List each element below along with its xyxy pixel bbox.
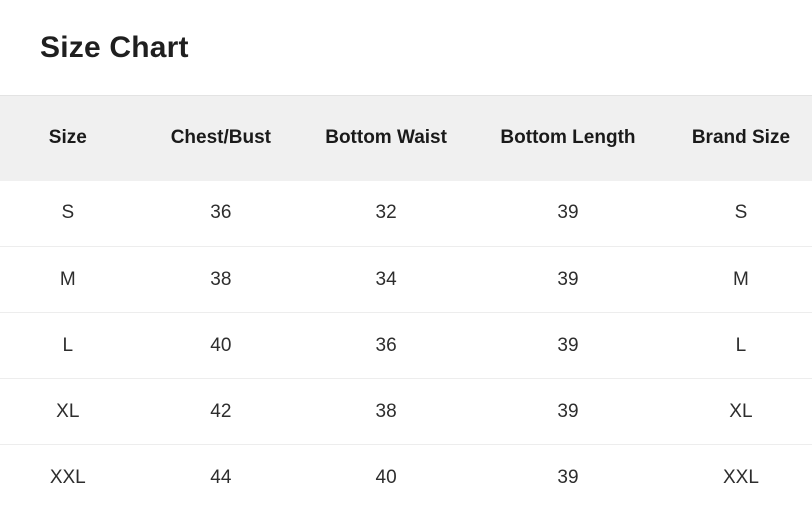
table-row-m: M 38 34 39 M: [0, 246, 812, 313]
size-chart-table: Size Chest/Bust Bottom Waist Bottom Length B…: [0, 95, 812, 509]
column-header-chest-bust: Chest/Bust: [170, 127, 271, 149]
table-cell: 40: [306, 444, 467, 509]
table-header-row: Size Chest/Bust Bottom Waist Bottom Length B…: [0, 95, 812, 181]
page-title: Size Chart: [40, 30, 189, 64]
table-cell: 39: [466, 246, 670, 313]
table-cell: 39: [466, 378, 670, 445]
column-header-bottom-length: Bottom Length: [500, 127, 636, 149]
table-cell: 36: [210, 202, 232, 224]
table-cell: S: [61, 202, 75, 224]
table-cell: 39: [466, 312, 670, 379]
column-header-size: Size: [48, 127, 87, 149]
table-cell: 38: [306, 378, 467, 445]
table-cell: 32: [375, 202, 397, 224]
table-cell: M: [0, 246, 136, 313]
table-row-xxl: XXL 44 40 39 XXL: [0, 444, 812, 509]
table-header: Size Chest/Bust Bottom Waist Bottom Length B…: [0, 95, 812, 181]
table-cell: L: [0, 312, 136, 379]
table-cell: XXL: [0, 444, 136, 509]
table-cell: XL: [0, 378, 136, 445]
table-cell: S: [734, 202, 748, 224]
table-cell: 40: [135, 312, 307, 379]
table-cell: 36: [306, 312, 467, 379]
table-cell: M: [669, 246, 812, 313]
column-header-brand-size: Brand Size: [691, 127, 791, 149]
table-cell: XXL: [669, 444, 812, 509]
table-body: S 36 32 39 S M 38 34 39 M L 40 36 39 L XL 42 38 39 XL XXL 44 4…: [0, 181, 812, 509]
table-cell: 38: [135, 246, 307, 313]
table-row-s: S 36 32 39 S: [0, 181, 812, 247]
table-cell: L: [669, 312, 812, 379]
table-cell: XL: [669, 378, 812, 445]
column-header-bottom-waist: Bottom Waist: [325, 127, 447, 149]
table-cell: 39: [466, 444, 670, 509]
table-cell: 42: [135, 378, 307, 445]
title-area: Size Chart: [0, 0, 812, 95]
table-cell: 39: [557, 202, 579, 224]
table-row-l: L 40 36 39 L: [0, 312, 812, 379]
table-cell: 44: [135, 444, 307, 509]
table-row-xl: XL 42 38 39 XL: [0, 378, 812, 445]
table-cell: 34: [306, 246, 467, 313]
